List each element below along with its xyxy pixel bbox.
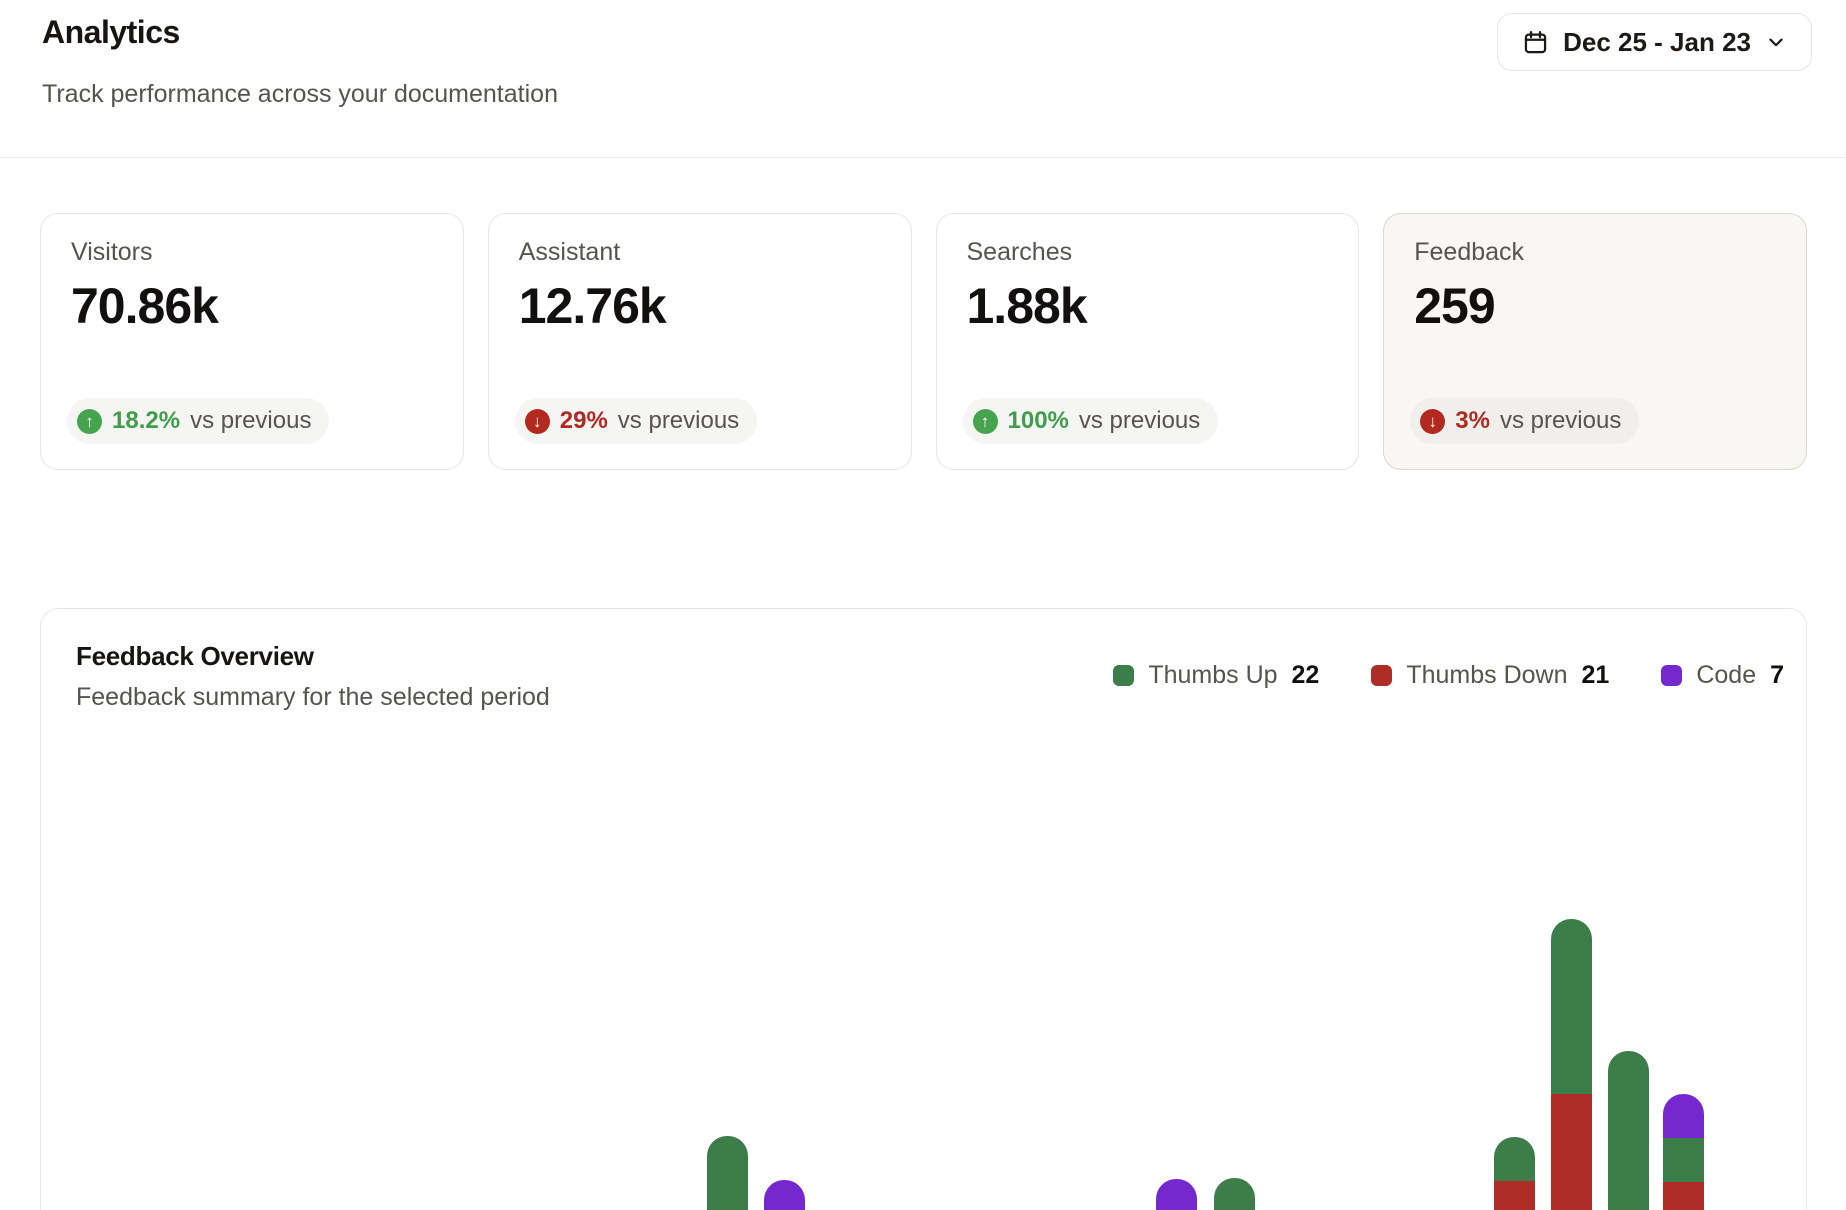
legend-value: 22 bbox=[1291, 661, 1320, 689]
date-range-button[interactable]: Dec 25 - Jan 23 bbox=[1497, 13, 1812, 71]
page-subtitle: Track performance across your documentat… bbox=[42, 80, 558, 108]
chart-bar[interactable] bbox=[1214, 1178, 1255, 1210]
bar-segment-down bbox=[1551, 1094, 1592, 1210]
delta-suffix: vs previous bbox=[1078, 407, 1201, 434]
chart-bar[interactable] bbox=[764, 1180, 805, 1210]
chart-legend: Thumbs Up 22 Thumbs Down 21 Code 7 bbox=[1113, 661, 1784, 690]
stat-value: 259 bbox=[1414, 278, 1495, 334]
header-divider bbox=[0, 157, 1846, 158]
bar-segment-up bbox=[1494, 1137, 1535, 1181]
legend-label: Thumbs Up bbox=[1148, 661, 1278, 689]
stat-label: Visitors bbox=[71, 238, 153, 266]
bar-segment-up bbox=[1214, 1178, 1255, 1210]
code-swatch-icon bbox=[1661, 665, 1683, 686]
bar-segment-up bbox=[707, 1136, 748, 1210]
date-range-label: Dec 25 - Jan 23 bbox=[1563, 26, 1751, 57]
delta-suffix: vs previous bbox=[190, 407, 312, 434]
delta-badge: ↓ 3% vs previous bbox=[1410, 398, 1640, 444]
arrow-up-circle-icon: ↑ bbox=[77, 408, 102, 434]
stat-value: 70.86k bbox=[71, 278, 219, 334]
stat-card-assistant[interactable]: Assistant 12.76k ↓ 29% vs previous bbox=[487, 213, 912, 470]
chart-subtitle: Feedback summary for the selected period bbox=[76, 683, 550, 711]
legend-label: Thumbs Down bbox=[1406, 661, 1568, 689]
chart-bar[interactable] bbox=[1494, 1137, 1535, 1210]
legend-value: 7 bbox=[1770, 661, 1784, 689]
legend-item-code: Code 7 bbox=[1661, 661, 1784, 690]
chart-title: Feedback Overview bbox=[76, 641, 314, 671]
thumbs-down-swatch-icon bbox=[1371, 665, 1393, 686]
stat-card-searches[interactable]: Searches 1.88k ↑ 100% vs previous bbox=[935, 213, 1360, 470]
delta-suffix: vs previous bbox=[1499, 407, 1622, 434]
chart-bar[interactable] bbox=[1663, 1094, 1704, 1210]
stat-card-visitors[interactable]: Visitors 70.86k ↑ 18.2% vs previous bbox=[40, 213, 464, 470]
stat-card-feedback[interactable]: Feedback 259 ↓ 3% vs previous bbox=[1383, 213, 1807, 470]
bar-segment-code bbox=[1663, 1094, 1704, 1138]
delta-badge: ↓ 29% vs previous bbox=[514, 398, 758, 444]
bar-segment-code bbox=[1156, 1179, 1197, 1210]
feedback-overview-card: Feedback Overview Feedback summary for t… bbox=[40, 608, 1807, 1210]
chart-bar[interactable] bbox=[1608, 1051, 1649, 1210]
arrow-up-circle-icon: ↑ bbox=[972, 408, 998, 434]
bar-segment-up bbox=[1551, 919, 1592, 1094]
legend-item-thumbs-up: Thumbs Up 22 bbox=[1113, 661, 1319, 690]
chevron-down-icon bbox=[1765, 31, 1787, 53]
calendar-icon bbox=[1522, 29, 1549, 56]
bar-segment-code bbox=[764, 1180, 805, 1210]
stat-label: Assistant bbox=[518, 238, 621, 266]
thumbs-up-swatch-icon bbox=[1113, 665, 1135, 686]
chart-bar[interactable] bbox=[707, 1136, 748, 1210]
delta-percent: 3% bbox=[1455, 407, 1490, 434]
delta-badge: ↑ 18.2% vs previous bbox=[67, 398, 330, 444]
legend-label: Code bbox=[1696, 661, 1757, 689]
delta-percent: 29% bbox=[559, 407, 608, 434]
stacked-bar-chart bbox=[41, 609, 1806, 1210]
stat-value: 12.76k bbox=[518, 278, 667, 334]
bar-segment-down bbox=[1663, 1182, 1704, 1210]
bar-segment-up bbox=[1608, 1051, 1649, 1210]
legend-item-thumbs-down: Thumbs Down 21 bbox=[1371, 661, 1609, 690]
delta-badge: ↑ 100% vs previous bbox=[962, 398, 1219, 444]
bar-segment-up bbox=[1663, 1138, 1704, 1182]
delta-suffix: vs previous bbox=[617, 407, 740, 434]
delta-percent: 18.2% bbox=[112, 407, 181, 434]
arrow-down-circle-icon: ↓ bbox=[1420, 408, 1446, 434]
legend-value: 21 bbox=[1581, 661, 1610, 689]
chart-bar[interactable] bbox=[1156, 1179, 1197, 1210]
stats-row: Visitors 70.86k ↑ 18.2% vs previous Assi… bbox=[40, 213, 1807, 470]
page-title: Analytics bbox=[42, 14, 180, 50]
bar-segment-down bbox=[1494, 1181, 1535, 1210]
delta-percent: 100% bbox=[1007, 407, 1069, 434]
arrow-down-circle-icon: ↓ bbox=[524, 408, 550, 434]
stat-label: Feedback bbox=[1414, 238, 1525, 266]
chart-bar[interactable] bbox=[1551, 919, 1592, 1210]
stat-value: 1.88k bbox=[966, 278, 1088, 334]
stat-label: Searches bbox=[966, 238, 1073, 266]
